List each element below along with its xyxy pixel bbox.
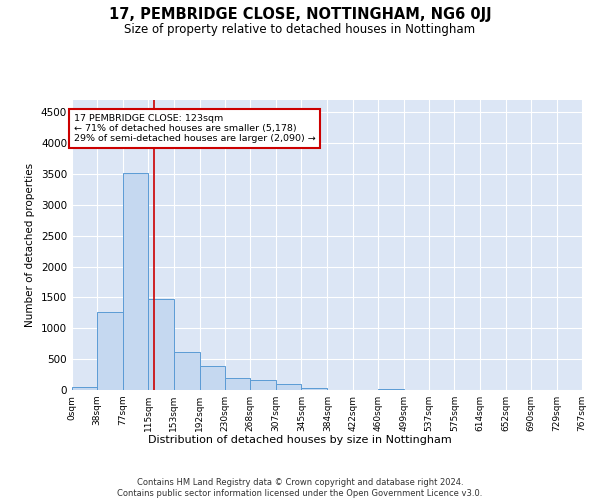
Bar xyxy=(72,387,97,390)
Bar xyxy=(225,378,250,390)
Text: Size of property relative to detached houses in Nottingham: Size of property relative to detached ho… xyxy=(124,22,476,36)
Text: 17, PEMBRIDGE CLOSE, NOTTINGHAM, NG6 0JJ: 17, PEMBRIDGE CLOSE, NOTTINGHAM, NG6 0JJ xyxy=(109,8,491,22)
Bar xyxy=(148,300,174,390)
Bar xyxy=(301,388,328,390)
Bar xyxy=(174,352,200,390)
Text: 17 PEMBRIDGE CLOSE: 123sqm
← 71% of detached houses are smaller (5,178)
29% of s: 17 PEMBRIDGE CLOSE: 123sqm ← 71% of deta… xyxy=(74,114,316,144)
Bar xyxy=(276,384,301,390)
Bar xyxy=(97,312,123,390)
Bar xyxy=(200,366,225,390)
Bar xyxy=(250,380,276,390)
Bar xyxy=(378,389,404,390)
Text: Distribution of detached houses by size in Nottingham: Distribution of detached houses by size … xyxy=(148,435,452,445)
Bar xyxy=(123,173,148,390)
Y-axis label: Number of detached properties: Number of detached properties xyxy=(25,163,35,327)
Text: Contains HM Land Registry data © Crown copyright and database right 2024.
Contai: Contains HM Land Registry data © Crown c… xyxy=(118,478,482,498)
